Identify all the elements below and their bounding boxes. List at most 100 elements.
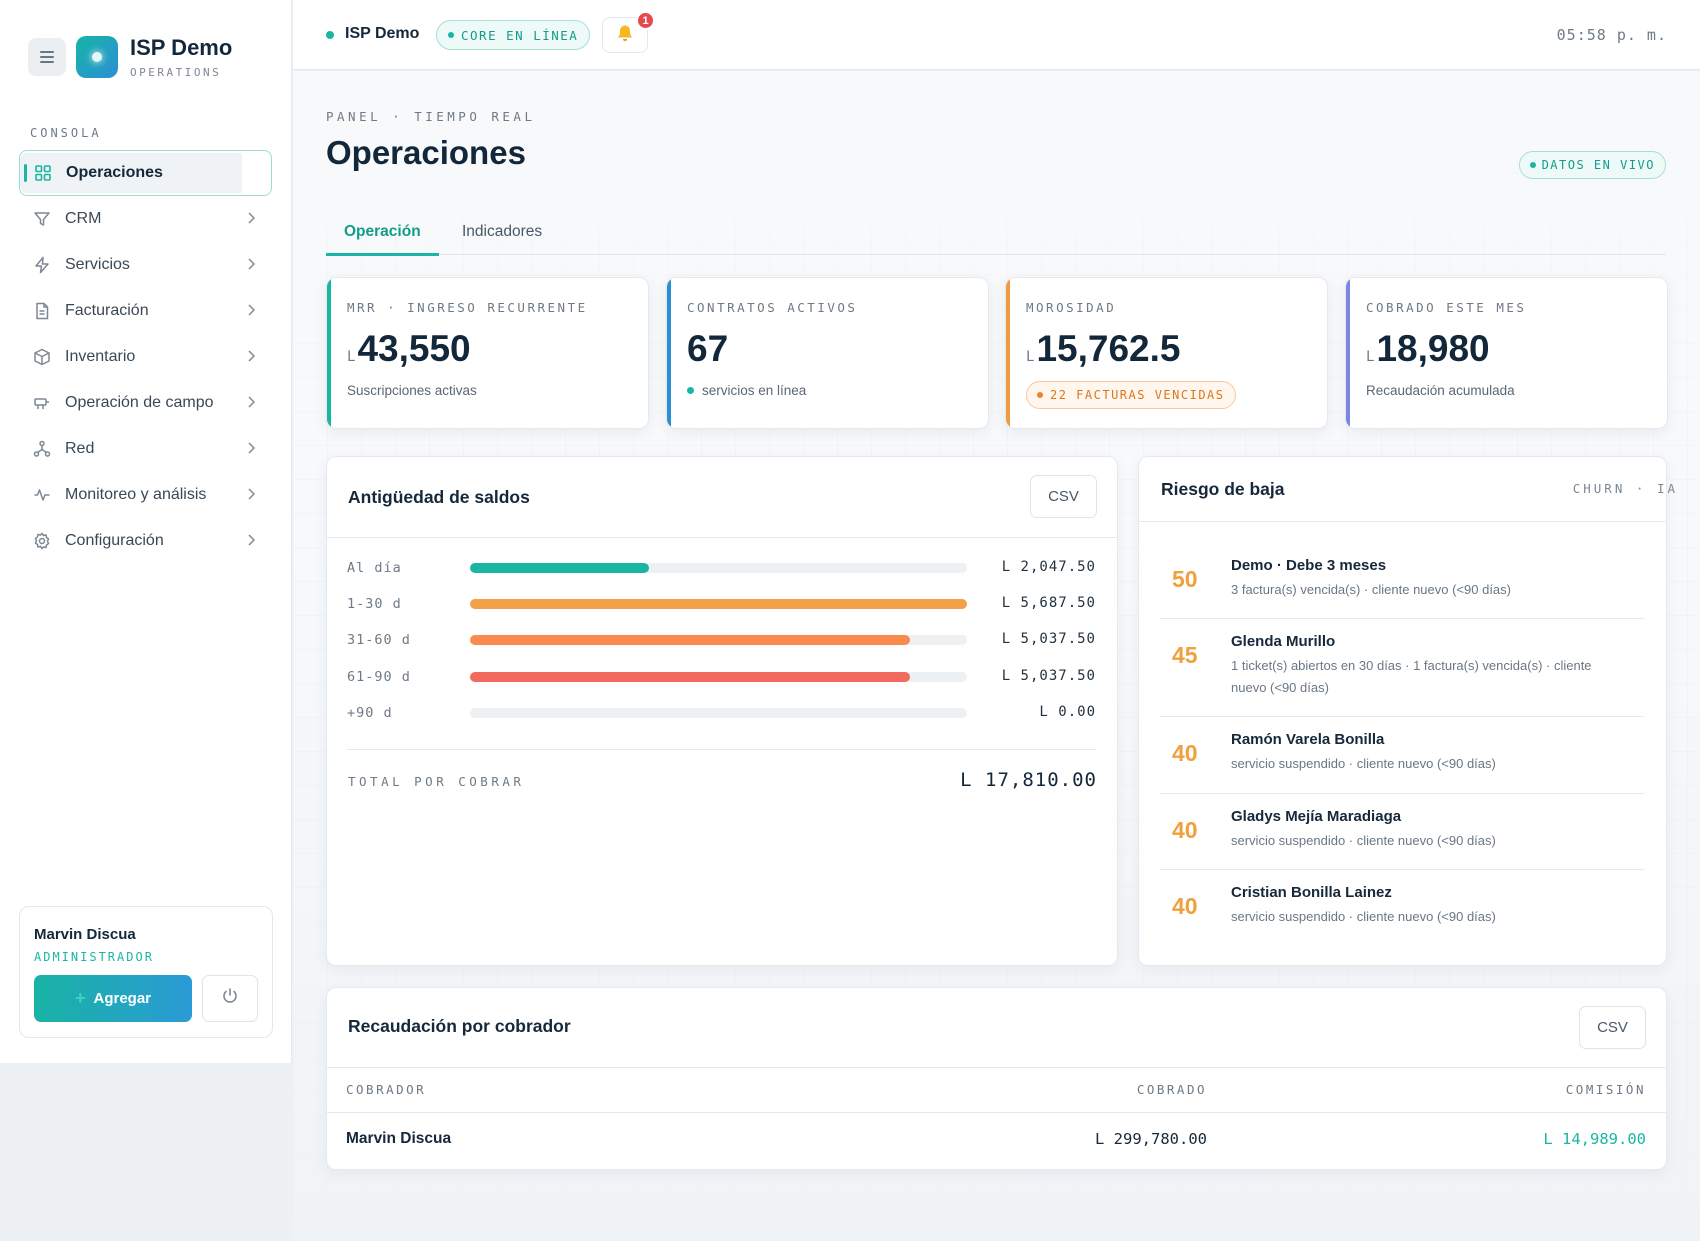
collected-amount-cell: L 299,780.00: [1095, 1130, 1207, 1148]
risk-customer-name: Ramón Varela Bonilla: [1231, 731, 1385, 748]
aging-progress-fill: [470, 599, 967, 609]
sidebar-item-inventario[interactable]: Inventario: [19, 334, 272, 380]
bolt-icon: [33, 256, 51, 274]
risk-reason: servicio suspendido · cliente nuevo (<90…: [1231, 756, 1496, 771]
collections-panel: Recaudación por cobrador CSV: [326, 987, 1667, 1170]
bell-icon: [615, 23, 635, 48]
tool-icon: [33, 394, 51, 412]
box-icon: [33, 348, 51, 366]
network-icon: [33, 440, 51, 458]
sidebar-item-label: Operación de campo: [65, 394, 214, 411]
add-button-label: Agregar: [93, 990, 152, 1007]
tenant-name: ISP Demo: [345, 25, 420, 42]
collector-name-cell: Marvin Discua: [346, 1130, 452, 1147]
total-value: L 17,810.00: [960, 769, 1097, 791]
panel-divider: [327, 1067, 1666, 1068]
sidebar-nav: Operaciones CRM Servicios Facturación: [19, 150, 272, 564]
chevron-right-icon: [246, 487, 256, 504]
sidebar-item-label: Configuración: [65, 532, 164, 549]
chevron-right-icon: [246, 303, 256, 320]
aging-progress-track: [470, 672, 967, 682]
column-header-cobrador: COBRADOR: [346, 1082, 427, 1097]
nav-section-label: CONSOLA: [30, 126, 102, 140]
risk-separator: [1160, 618, 1644, 619]
aging-amount: L 5,037.50: [1001, 668, 1096, 684]
total-divider: [347, 749, 1096, 750]
kpi-card-cobrado: COBRADO ESTE MES L 18,980 Recaudación acu…: [1345, 277, 1668, 429]
user-name: Marvin Discua: [34, 926, 136, 943]
risk-reason: 1 ticket(s) abiertos en 30 días · 1 fact…: [1231, 658, 1592, 695]
sidebar-item-servicios[interactable]: Servicios: [19, 242, 272, 288]
aging-row: 1-30 d L 5,687.50: [347, 594, 1096, 614]
overdue-invoices-badge: 22 FACTURAS VENCIDAS: [1026, 381, 1236, 409]
aging-row: Al día L 2,047.50: [347, 558, 1096, 578]
sidebar-item-operaciones[interactable]: Operaciones: [19, 150, 272, 196]
total-label: TOTAL POR COBRAR: [348, 774, 525, 789]
status-dot: [326, 31, 334, 39]
sidebar-item-crm[interactable]: CRM: [19, 196, 272, 242]
sidebar: ISP Demo OPERATIONS CONSOLA Operaciones …: [0, 0, 292, 1063]
risk-separator: [1160, 869, 1644, 870]
document-icon: [33, 302, 51, 320]
brand-subtitle: OPERATIONS: [130, 66, 222, 79]
aging-row: +90 d L 0.00: [347, 703, 1096, 723]
kpi-card-morosidad: MOROSIDAD L 15,762.5 22 FACTURAS VENCIDAS: [1005, 277, 1328, 429]
sidebar-item-operacion-de-campo[interactable]: Operación de campo: [19, 380, 272, 426]
kpi-value: L 18,980: [1366, 328, 1490, 369]
commission-amount-cell: L 14,989.00: [1543, 1130, 1646, 1148]
sidebar-item-label: Inventario: [65, 348, 136, 365]
sidebar-item-label: Servicios: [65, 256, 130, 273]
sidebar-item-monitoreo[interactable]: Monitoreo y análisis: [19, 472, 272, 518]
churn-risk-panel: Riesgo de baja: [1138, 456, 1667, 966]
sidebar-item-label: Facturación: [65, 302, 149, 319]
kpi-label: MRR · INGRESO RECURRENTE: [347, 300, 588, 315]
aging-bucket-label: 1-30 d: [347, 596, 402, 612]
aging-progress-fill: [470, 563, 649, 573]
logout-button[interactable]: [202, 975, 258, 1022]
grid-icon: [34, 164, 52, 182]
aging-bucket-label: +90 d: [347, 705, 393, 721]
chevron-right-icon: [246, 349, 256, 366]
core-status-badge: CORE EN LÍNEA: [436, 20, 591, 50]
aging-row: 31-60 d L 5,037.50: [347, 630, 1096, 650]
hamburger-menu-icon[interactable]: [28, 38, 66, 76]
aging-progress-fill: [470, 672, 910, 682]
sidebar-item-facturacion[interactable]: Facturación: [19, 288, 272, 334]
kpi-value: L 15,762.5: [1026, 328, 1181, 369]
kpi-subtext: Recaudación acumulada: [1366, 383, 1515, 398]
kpi-value: 67: [687, 328, 729, 369]
tab-operacion[interactable]: Operación: [344, 223, 421, 240]
power-icon: [221, 987, 239, 1010]
user-card: Marvin Discua ADMINISTRADOR + Agregar: [19, 906, 273, 1038]
collections-csv-button[interactable]: CSV: [1579, 1006, 1646, 1049]
chevron-right-icon: [246, 211, 256, 228]
brand: ISP Demo OPERATIONS: [28, 35, 232, 79]
table-header-divider: [327, 1112, 1666, 1113]
chevron-right-icon: [246, 395, 256, 412]
sidebar-item-label: Monitoreo y análisis: [65, 486, 207, 503]
panel-title: Recaudación por cobrador: [348, 1016, 571, 1036]
topbar: ISP Demo CORE EN LÍNEA 1 05:58 p. m.: [293, 0, 1700, 70]
sidebar-item-red[interactable]: Red: [19, 426, 272, 472]
aging-bucket-label: 61-90 d: [347, 669, 411, 685]
aging-progress-track: [470, 635, 967, 645]
aging-row: 61-90 d L 5,037.50: [347, 667, 1096, 687]
aging-csv-button[interactable]: CSV: [1030, 475, 1097, 518]
risk-customer-name: Gladys Mejía Maradiaga: [1231, 808, 1402, 825]
app-logo: [76, 36, 118, 78]
online-dot: [687, 387, 694, 394]
risk-score: 40: [1172, 893, 1198, 919]
risk-separator: [1160, 716, 1644, 717]
chevron-right-icon: [246, 533, 256, 550]
aging-bucket-label: Al día: [347, 560, 402, 576]
kpi-card-contratos: CONTRATOS ACTIVOS 67 servicios en línea: [666, 277, 989, 429]
risk-separator: [1160, 793, 1644, 794]
add-button[interactable]: + Agregar: [34, 975, 192, 1022]
aging-amount: L 5,687.50: [1001, 595, 1096, 611]
sidebar-item-configuracion[interactable]: Configuración: [19, 518, 272, 564]
chevron-right-icon: [246, 441, 256, 458]
kpi-label: CONTRATOS ACTIVOS: [687, 300, 858, 315]
tab-indicadores[interactable]: Indicadores: [462, 223, 543, 240]
panel-title: Riesgo de baja: [1161, 479, 1285, 499]
panel-divider: [1139, 521, 1666, 522]
